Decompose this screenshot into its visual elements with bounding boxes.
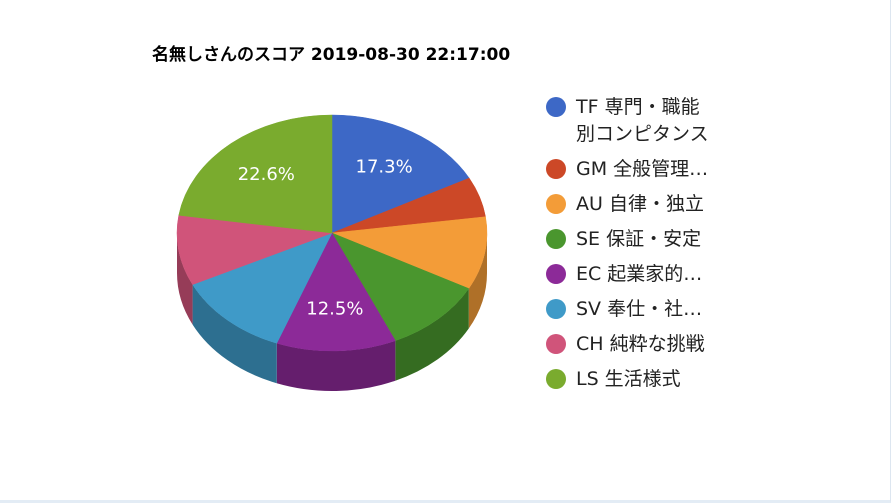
chart-title: 名無しさんのスコア 2019-08-30 22:17:00 (152, 45, 511, 65)
pie-side (395, 288, 469, 381)
pie-slice (331, 232, 470, 342)
pie-side (177, 233, 193, 325)
legend-swatch (546, 334, 566, 354)
legend-label: TF 専門・職能別コンピタンス (576, 96, 709, 145)
legend-item: TF 専門・職能別コンピタンス (546, 94, 736, 148)
legend-label: SV 奉仕・社… (576, 298, 703, 320)
data-label: 17.3% (356, 156, 413, 177)
legend-label: GM 全般管理… (576, 158, 709, 180)
legend-swatch (546, 159, 566, 179)
pie-slice (192, 232, 333, 344)
legend-swatch (546, 264, 566, 284)
legend-swatch (546, 299, 566, 319)
legend-label: CH 純粋な挑戦 (576, 333, 705, 355)
data-label: 22.6% (238, 164, 295, 185)
legend-label: AU 自律・独立 (576, 193, 704, 215)
pie-slice (176, 214, 333, 285)
pie-slice (331, 114, 470, 234)
legend-swatch (546, 229, 566, 249)
legend-label: EC 起業家的… (576, 263, 703, 285)
legend-swatch (546, 369, 566, 389)
legend-swatch (546, 97, 566, 117)
legend-label: SE 保証・安定 (576, 228, 702, 250)
data-label: 12.5% (306, 299, 363, 320)
legend-item: AU 自律・独立 (546, 191, 736, 218)
legend-item: CH 純粋な挑戦 (546, 331, 736, 358)
pie-side (276, 340, 396, 391)
legend-swatch (546, 194, 566, 214)
legend-item: SV 奉仕・社… (546, 296, 736, 323)
pie-side (468, 233, 487, 329)
legend: TF 専門・職能別コンピタンス GM 全般管理… AU 自律・独立 SE 保証・安定 E… (546, 94, 736, 401)
pie-slice (331, 216, 488, 289)
pie-slice (178, 114, 333, 234)
legend-item: GM 全般管理… (546, 156, 736, 183)
legend-label: LS 生活様式 (576, 368, 681, 390)
pie-slice (276, 232, 396, 352)
legend-item: EC 起業家的… (546, 261, 736, 288)
legend-item: LS 生活様式 (546, 366, 736, 393)
legend-item: SE 保証・安定 (546, 226, 736, 253)
